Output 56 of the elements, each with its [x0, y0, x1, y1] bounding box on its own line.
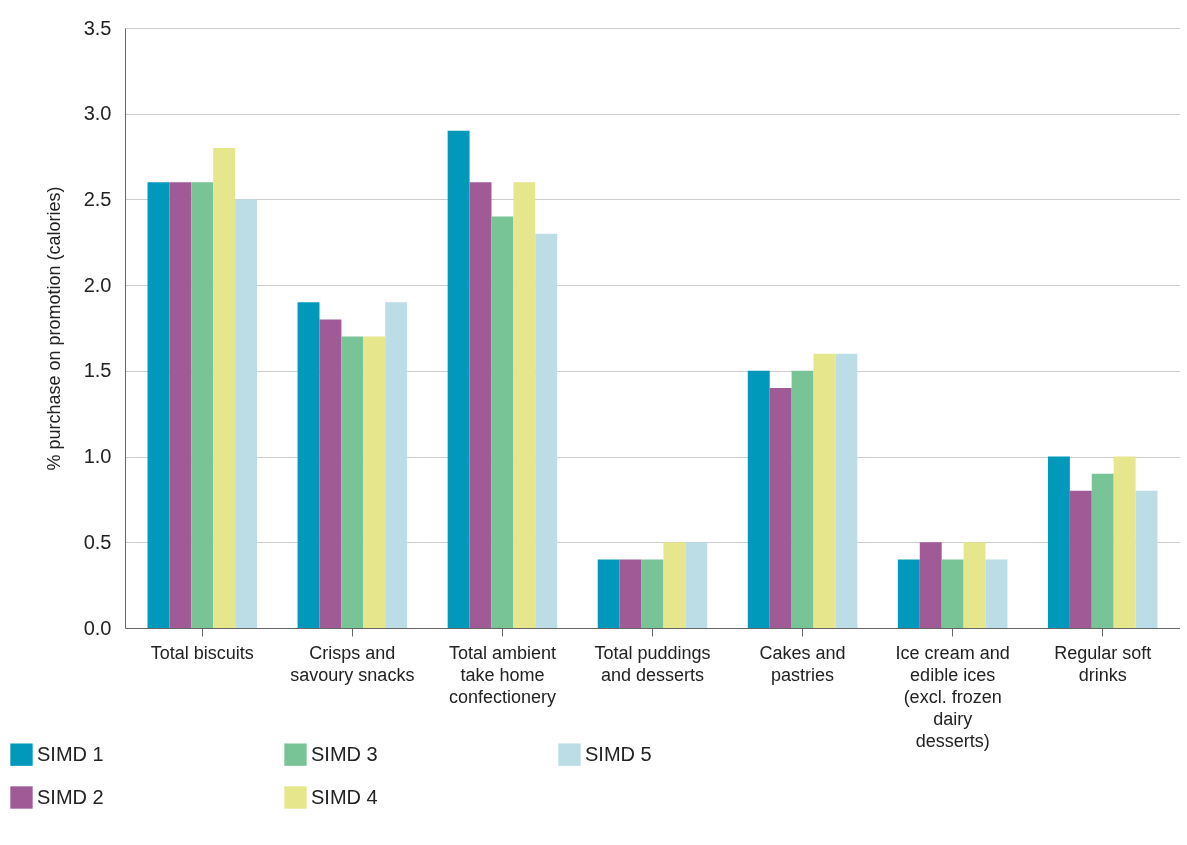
y-axis-title: % purchase on promotion (calories) [43, 186, 64, 471]
bar [813, 353, 836, 628]
bar [385, 302, 408, 628]
x-tick-label: Total puddings and desserts [594, 642, 711, 685]
bar [147, 182, 170, 628]
bar [1135, 490, 1158, 628]
bar [491, 216, 514, 628]
x-tick-label: Regular soft drinks [1054, 642, 1152, 685]
x-tick-label: Ice cream and edible ices (excl. frozen dairy desserts) [895, 642, 1010, 751]
legend-label: SIMD 2 [37, 785, 104, 808]
y-tick-label: 1.5 [83, 359, 112, 382]
legend-label: SIMD 5 [585, 742, 652, 765]
bar [297, 302, 320, 628]
bar [685, 542, 708, 628]
bar [191, 182, 214, 628]
x-tick-label: Total ambient take home confectionery [448, 642, 556, 707]
bar [341, 336, 364, 628]
bar [641, 559, 664, 628]
bar [1113, 456, 1136, 628]
bar [597, 559, 620, 628]
bar [363, 336, 386, 628]
y-tick-label: 3.5 [83, 16, 112, 39]
legend-label: SIMD 4 [311, 785, 378, 808]
bar [769, 388, 792, 628]
bar [835, 353, 858, 628]
bar [1047, 456, 1070, 628]
bar [1091, 473, 1114, 628]
bar [619, 559, 642, 628]
bar [447, 130, 470, 628]
bar [791, 370, 814, 628]
bar [963, 542, 986, 628]
y-tick-label: 3.0 [83, 102, 112, 125]
y-tick-label: 0.0 [83, 616, 112, 639]
bar [213, 148, 236, 628]
legend-label: SIMD 1 [37, 742, 104, 765]
bar [535, 233, 558, 628]
y-tick-label: 2.0 [83, 273, 112, 296]
bar [1069, 490, 1092, 628]
x-tick-label: Total biscuits [150, 642, 254, 663]
bar [941, 559, 964, 628]
y-tick-label: 2.5 [83, 187, 112, 210]
bar [169, 182, 192, 628]
bar [469, 182, 492, 628]
x-tick-label: Crisps and savoury snacks [290, 642, 415, 685]
bar [663, 542, 686, 628]
legend-label: SIMD 3 [311, 742, 378, 765]
bar [747, 370, 770, 628]
bar [319, 319, 342, 628]
y-tick-label: 0.5 [83, 530, 112, 553]
bar [919, 542, 942, 628]
y-tick-label: 1.0 [83, 445, 112, 468]
bar [513, 182, 536, 628]
x-tick-label: Cakes and pastries [759, 642, 846, 685]
bar [985, 559, 1008, 628]
bar [897, 559, 920, 628]
bar [235, 199, 258, 628]
